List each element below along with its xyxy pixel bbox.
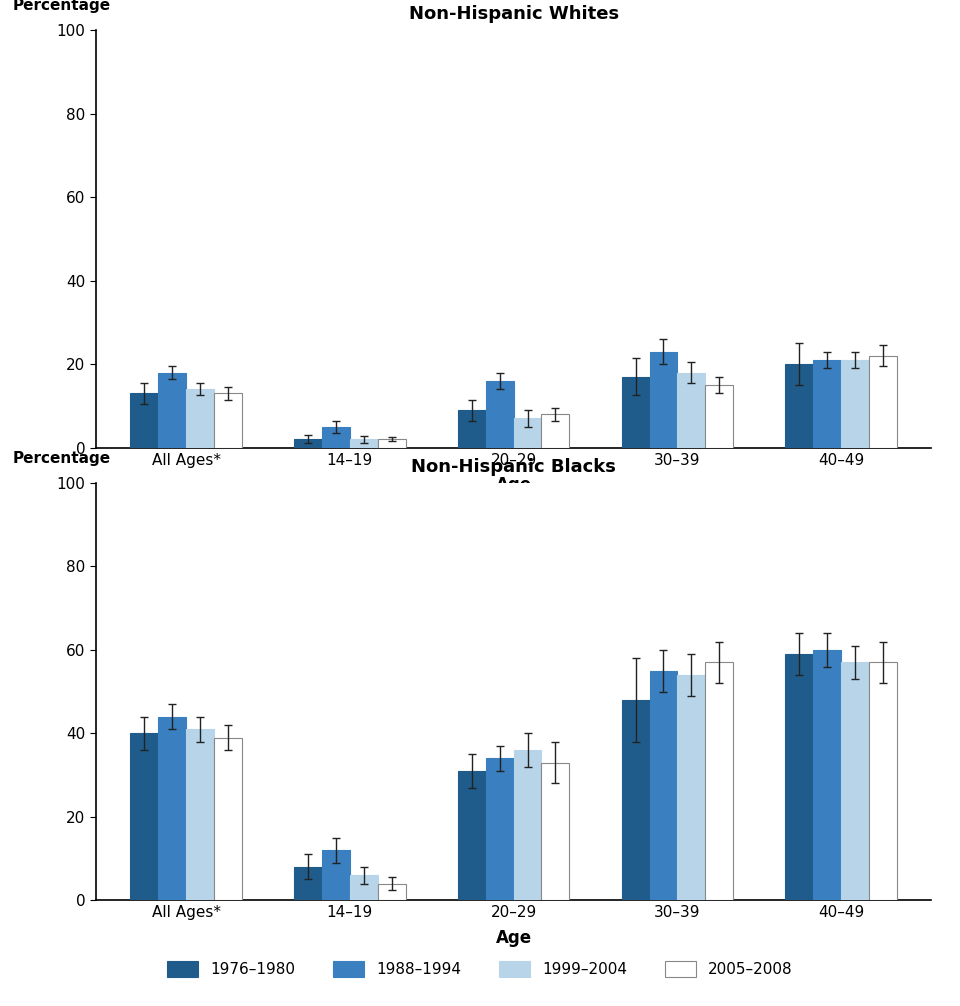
Bar <box>813 650 841 900</box>
Bar <box>186 729 214 900</box>
Legend: 1976–1980, 1988–1994, 1999–2004, 2005–2008: 1976–1980, 1988–1994, 1999–2004, 2005–20… <box>161 955 799 983</box>
Bar <box>214 393 242 448</box>
Text: Percentage: Percentage <box>12 0 110 13</box>
Bar <box>541 763 569 900</box>
Bar <box>186 389 214 448</box>
Bar <box>377 883 405 900</box>
Bar <box>785 364 813 448</box>
X-axis label: Age: Age <box>495 929 532 947</box>
Title: Non-Hispanic Whites: Non-Hispanic Whites <box>409 5 618 23</box>
Bar <box>678 675 706 900</box>
Bar <box>458 410 486 448</box>
Bar <box>458 771 486 900</box>
Bar <box>841 662 869 900</box>
Bar <box>869 662 897 900</box>
Bar <box>349 875 377 900</box>
Bar <box>486 381 514 448</box>
Bar <box>158 716 186 900</box>
Text: Percentage: Percentage <box>12 451 110 466</box>
Bar <box>706 662 733 900</box>
X-axis label: Age: Age <box>495 476 532 494</box>
Bar <box>322 427 349 448</box>
Bar <box>377 440 405 448</box>
Bar <box>622 700 650 900</box>
Bar <box>706 385 733 448</box>
Bar <box>514 750 541 900</box>
Bar <box>131 733 158 900</box>
Bar <box>541 414 569 448</box>
Bar <box>214 737 242 900</box>
Bar <box>158 372 186 448</box>
Bar <box>486 759 514 900</box>
Bar <box>294 867 322 900</box>
Bar <box>294 440 322 448</box>
Bar <box>650 352 678 448</box>
Bar <box>650 671 678 900</box>
Bar <box>869 356 897 448</box>
Bar <box>349 440 377 448</box>
Bar <box>841 360 869 448</box>
Bar <box>622 376 650 448</box>
Bar <box>678 372 706 448</box>
Bar <box>322 850 349 900</box>
Bar <box>785 654 813 900</box>
Bar <box>813 360 841 448</box>
Bar <box>514 418 541 448</box>
Bar <box>131 393 158 448</box>
Title: Non-Hispanic Blacks: Non-Hispanic Blacks <box>411 458 616 476</box>
